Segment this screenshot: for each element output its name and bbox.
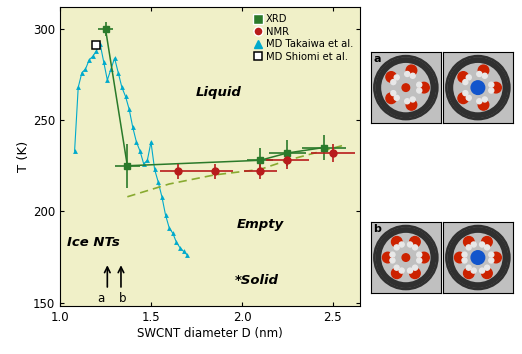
Circle shape [471, 81, 485, 95]
Circle shape [478, 99, 489, 110]
Text: a: a [97, 292, 104, 305]
Circle shape [462, 258, 467, 263]
Circle shape [458, 93, 469, 104]
Circle shape [410, 73, 416, 78]
Circle shape [412, 265, 418, 270]
Circle shape [455, 252, 465, 263]
Y-axis label: T (K): T (K) [17, 141, 30, 172]
Circle shape [399, 268, 404, 273]
Circle shape [394, 75, 399, 80]
Circle shape [464, 268, 474, 279]
Circle shape [406, 99, 417, 110]
Text: Ice NTs: Ice NTs [67, 236, 120, 249]
Circle shape [408, 242, 412, 247]
Circle shape [482, 73, 488, 78]
Circle shape [402, 254, 410, 261]
Circle shape [399, 242, 404, 247]
Circle shape [471, 268, 476, 273]
Text: b: b [373, 224, 381, 234]
Circle shape [386, 93, 397, 104]
Circle shape [392, 236, 402, 247]
Circle shape [391, 91, 396, 96]
Circle shape [489, 88, 494, 93]
Text: a: a [373, 55, 381, 64]
Circle shape [489, 82, 494, 87]
Circle shape [489, 258, 494, 263]
Circle shape [464, 236, 474, 247]
Circle shape [463, 80, 468, 85]
Circle shape [480, 242, 484, 247]
Circle shape [491, 82, 501, 93]
Circle shape [394, 245, 399, 250]
Circle shape [419, 82, 429, 93]
Circle shape [405, 72, 410, 76]
Circle shape [408, 268, 412, 273]
Circle shape [477, 99, 482, 104]
Circle shape [482, 268, 492, 279]
Circle shape [410, 236, 420, 247]
Text: Empty: Empty [236, 218, 284, 231]
Circle shape [466, 75, 471, 80]
Circle shape [466, 95, 471, 100]
Circle shape [410, 268, 420, 279]
Circle shape [484, 265, 490, 270]
Circle shape [412, 245, 418, 250]
Circle shape [386, 72, 397, 82]
Circle shape [466, 245, 471, 250]
Circle shape [480, 268, 484, 273]
Circle shape [417, 252, 422, 257]
Circle shape [419, 252, 429, 263]
Legend: XRD, NMR, MD Takaiwa et al., MD Shiomi et al.: XRD, NMR, MD Takaiwa et al., MD Shiomi e… [252, 12, 355, 64]
Circle shape [402, 84, 410, 91]
Circle shape [463, 91, 468, 96]
Circle shape [471, 242, 476, 247]
Text: *Solid: *Solid [234, 274, 279, 287]
Circle shape [405, 99, 410, 104]
Circle shape [462, 252, 467, 257]
Circle shape [417, 88, 422, 93]
Text: b: b [119, 292, 126, 305]
Circle shape [417, 82, 422, 87]
Circle shape [471, 251, 485, 264]
X-axis label: SWCNT diameter D (nm): SWCNT diameter D (nm) [137, 327, 283, 340]
Circle shape [489, 252, 494, 257]
Circle shape [466, 265, 471, 270]
Circle shape [478, 65, 489, 76]
Circle shape [458, 72, 469, 82]
Circle shape [484, 245, 490, 250]
Circle shape [390, 252, 395, 257]
Circle shape [482, 236, 492, 247]
Circle shape [394, 265, 399, 270]
Circle shape [391, 80, 396, 85]
Circle shape [394, 95, 399, 100]
Circle shape [406, 65, 417, 76]
Circle shape [491, 252, 501, 263]
Circle shape [410, 97, 416, 102]
Circle shape [390, 258, 395, 263]
Circle shape [383, 252, 393, 263]
Circle shape [417, 258, 422, 263]
Text: Liquid: Liquid [195, 86, 241, 99]
Circle shape [482, 97, 488, 102]
Circle shape [477, 72, 482, 76]
Circle shape [392, 268, 402, 279]
